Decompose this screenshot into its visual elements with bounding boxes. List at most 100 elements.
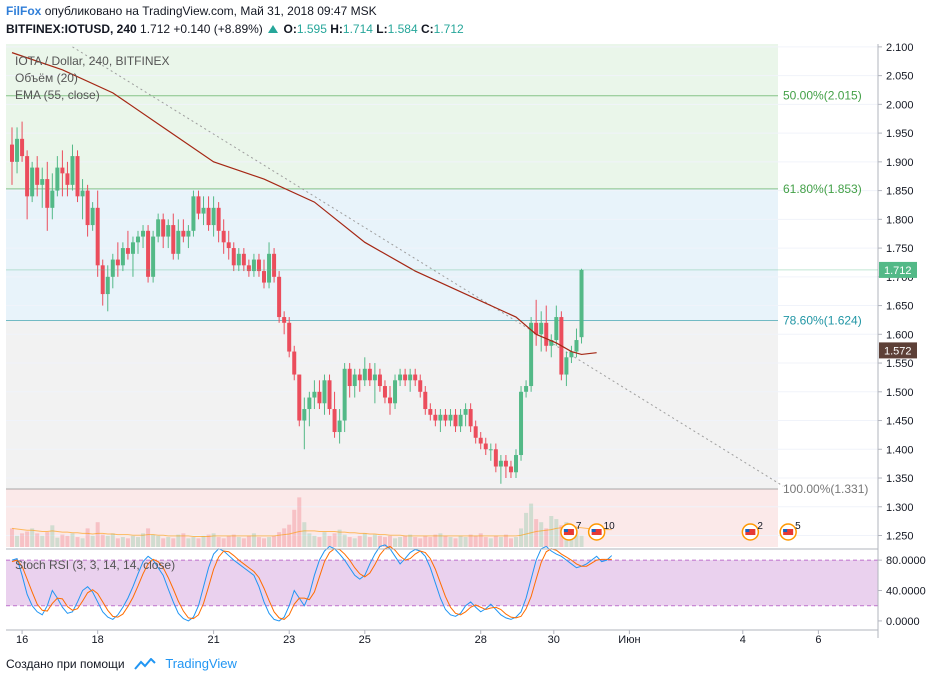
price-chart[interactable]: 50.00%(2.015) 61.80%(1.853) 78.60%(1.624) 1… [0,40,937,650]
low-label: L: [376,22,388,36]
candle-body [146,230,151,277]
volume-bar [463,537,468,547]
volume-bar [372,534,377,547]
time-tick-label: 16 [16,634,28,646]
candle-body [206,207,211,226]
flag-stripes [783,529,794,535]
volume-bar [317,537,322,547]
volume-bar [191,537,196,547]
price-tick-label: 1.600 [886,329,914,341]
candle-body [524,386,529,392]
volume-bar [241,538,246,547]
volume-bar [282,528,287,547]
volume-bar [65,535,70,547]
economic-event-icon[interactable]: 5 [779,521,801,541]
volume-bar [524,512,529,547]
volume-bar [151,534,156,547]
candle-body [10,144,14,162]
candle-body [70,156,75,185]
ema-55-line [11,52,597,356]
candle-body [75,156,80,197]
candle-body [433,414,438,421]
candle-body [226,242,231,249]
volume-bar [508,538,513,547]
volume-bar [332,533,337,547]
volume-bars [10,497,612,547]
volume-bar [186,538,191,547]
candle-body [529,322,534,387]
candle-body [216,207,221,231]
volume-bar [10,528,14,547]
flag-stripes [563,529,574,535]
candle-body [564,357,569,375]
event-count: 2 [757,521,763,532]
candle-body [181,230,186,237]
candle-body [80,190,85,197]
flag-stripes [745,529,756,535]
tradingview-brand-link[interactable]: TradingView [165,656,237,671]
volume-bar [50,525,55,547]
economic-event-icon[interactable]: 10 [587,521,616,541]
last-price-tag [879,261,917,278]
candle-body [307,397,312,410]
stoch-rsi-pane [6,544,878,622]
volume-bar [514,537,518,547]
price-tick-label: 2.050 [886,71,914,83]
volume-bar [549,516,554,547]
volume-bar [347,537,352,547]
candle-body [403,374,408,381]
candle-body [35,167,40,185]
symbol-header: BITFINEX:IOTUSD, 240 1.712 +0.140 (+8.89… [6,22,464,36]
trendline[interactable] [72,46,784,487]
candle-body [30,167,35,197]
candle-body [468,409,473,427]
author-name[interactable]: FilFox [6,4,42,18]
high-value: 1.714 [342,22,373,36]
candle-body [95,207,100,266]
legend-volume: Объём (20) [15,71,78,85]
volume-bar [503,534,508,547]
fib-zone [6,488,778,547]
volume-bar [322,532,327,547]
candle-body [186,230,191,237]
economic-event-icon[interactable]: 7 [560,521,582,541]
economic-event-icon[interactable]: 2 [741,521,763,541]
candle-body [388,397,392,404]
volume-bar [418,538,423,547]
price-tick-label: 1.550 [886,358,914,370]
close-value: 1.712 [433,22,464,36]
event-markers[interactable]: 7 10 2 5 [560,521,801,541]
volume-bar [312,535,317,547]
volume-ma-line [11,526,612,537]
candle-body [362,368,367,381]
volume-bar [15,535,20,547]
candle-body [55,167,60,191]
fib-zone [6,44,778,96]
volume-bar [201,535,206,547]
candle-body [514,455,518,473]
flag-canton [591,529,596,532]
candle-body [554,317,559,341]
candle-body [423,391,428,410]
volume-bar [483,537,488,547]
volume-bar [579,535,584,547]
candle-body [539,322,544,335]
volume-bar [236,537,241,547]
volume-bar [382,537,387,547]
symbol-label: BITFINEX:IOTUSD, 240 [6,22,137,36]
candle-body [105,276,110,295]
volume-bar [171,538,176,547]
volume-bar [216,537,221,547]
volume-bar [130,535,135,547]
volume-bar [438,533,443,547]
price-tick-label: 1.750 [886,243,914,255]
volume-bar [428,537,433,547]
volume-bar [110,533,115,547]
candle-body [267,253,272,283]
fib-zone [6,95,778,189]
candle-body [322,380,327,404]
flag-canton [563,529,568,532]
candle-body [25,156,30,197]
candle-body [534,322,539,335]
volume-bar [206,534,211,547]
